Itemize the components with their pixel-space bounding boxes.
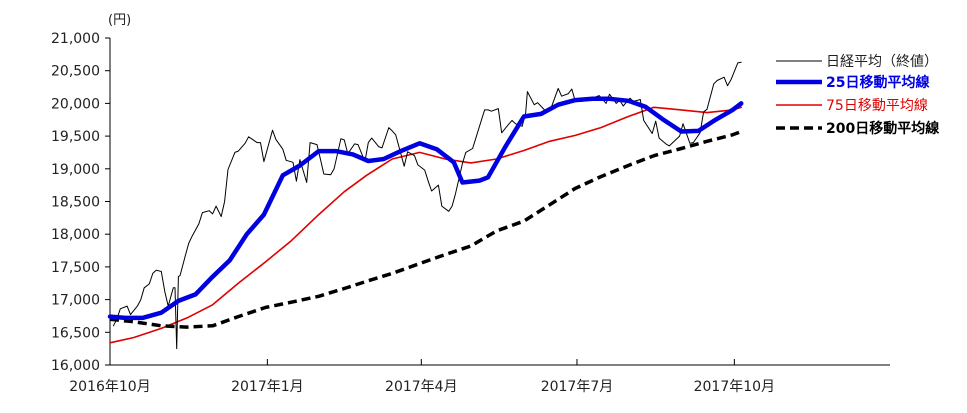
x-ticks: 2016年10月 2017年1月 2017年4月 2017年7月 2017年10月 (69, 359, 775, 395)
y-unit-label: (円) (108, 13, 131, 28)
y-tick-label: 20,500 (51, 64, 100, 80)
legend-label-2: 75日移動平均線 (826, 98, 928, 114)
y-tick-label: 18,000 (51, 227, 100, 243)
series-line-1 (107, 96, 744, 321)
axes (109, 38, 890, 366)
x-tick-label: 2017年10月 (694, 379, 775, 395)
legend: 日経平均（終値） 25日移動平均線 75日移動平均線 200日移動平均線 (776, 54, 939, 137)
series-line-2 (109, 106, 742, 344)
y-ticks: 16,000 16,500 17,000 17,500 18,000 18,500 19,0… (51, 31, 110, 374)
y-tick-label: 18,500 (51, 195, 100, 211)
y-tick-label: 17,500 (51, 260, 100, 276)
y-tick-label: 19,500 (51, 129, 100, 145)
y-tick-label: 17,000 (51, 293, 100, 309)
y-tick-label: 20,000 (51, 96, 100, 112)
y-tick-label: 21,000 (51, 31, 100, 47)
x-tick-label: 2017年4月 (385, 379, 458, 395)
legend-label-1: 25日移動平均線 (826, 74, 929, 91)
y-tick-label: 16,500 (51, 325, 100, 341)
y-tick-label: 16,000 (51, 358, 100, 374)
x-tick-label: 2017年1月 (231, 379, 304, 395)
y-tick-label: 19,000 (51, 162, 100, 178)
plot-lines (107, 61, 744, 350)
x-tick-label: 2017年7月 (541, 379, 614, 395)
series-line-3 (109, 129, 742, 329)
x-tick-label: 2016年10月 (69, 379, 150, 395)
legend-label-3: 200日移動平均線 (826, 120, 939, 137)
legend-label-0: 日経平均（終値） (826, 54, 938, 70)
